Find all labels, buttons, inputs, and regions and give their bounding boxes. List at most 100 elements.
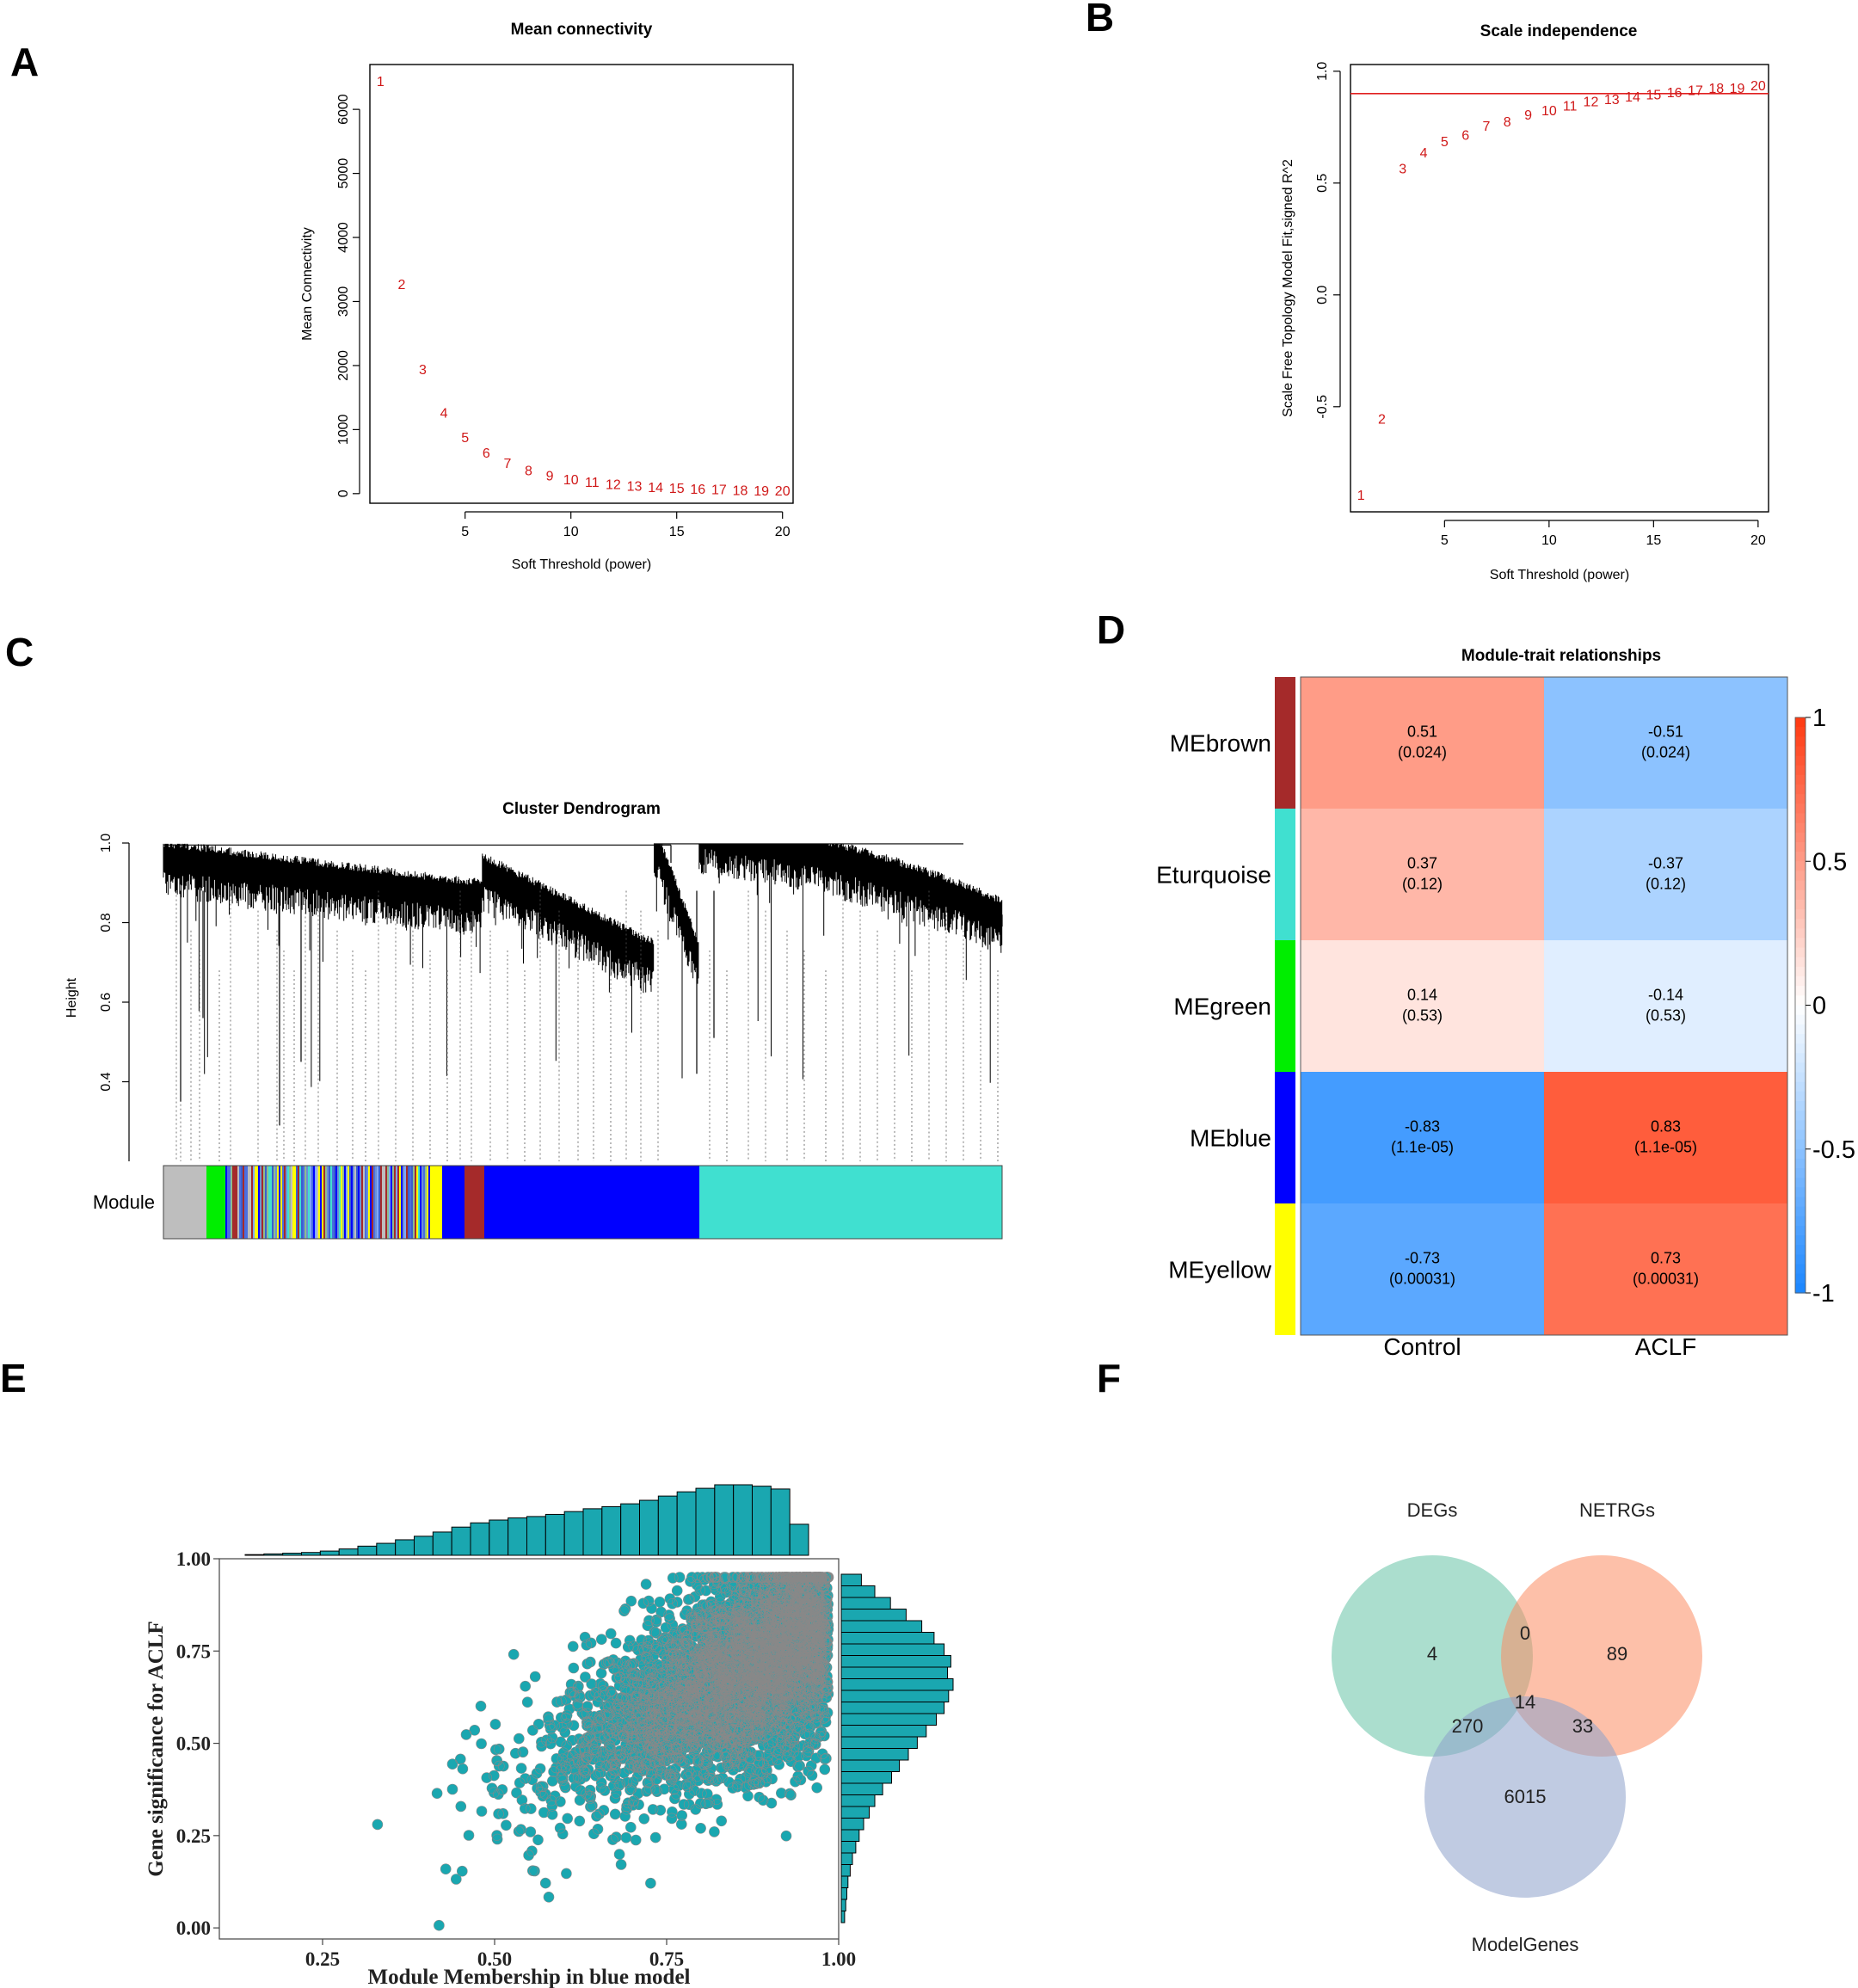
histogram-bar — [840, 1736, 918, 1749]
module-stripe — [227, 1166, 229, 1239]
module-stripe — [420, 1166, 421, 1239]
heatmap-cell — [1544, 809, 1787, 940]
module-stripe — [427, 1166, 428, 1239]
heatmap-row-label: MEblue — [1190, 1125, 1271, 1152]
module-stripe — [308, 1166, 310, 1239]
panel-a-x-axis: 5 10 15 20 — [461, 511, 791, 539]
module-stripe — [335, 1166, 337, 1239]
data-point-label: 5 — [1441, 135, 1449, 150]
legend-tick-label: -1 — [1812, 1280, 1835, 1308]
legend-gradient-step — [1795, 919, 1806, 929]
data-point-label: 3 — [1399, 162, 1406, 176]
module-stripe — [272, 1166, 274, 1239]
histogram-bar — [338, 1548, 359, 1556]
x-tick-label: 5 — [461, 525, 469, 539]
panel-b: B Scale independence -0.50.00.51.0 5 10 15… — [1086, 0, 1769, 582]
histogram-bar — [840, 1678, 954, 1691]
module-stripe — [289, 1166, 291, 1239]
histogram-bar — [840, 1818, 864, 1831]
module-stripe — [406, 1166, 408, 1239]
heatmap-cell-value: 0.37 — [1407, 855, 1437, 872]
module-color-swatch — [1275, 1072, 1295, 1203]
histogram-bar — [789, 1523, 809, 1556]
heatmap-cell — [1301, 809, 1544, 940]
data-point-label: 14 — [1625, 90, 1640, 105]
heatmap-frame — [1300, 676, 1788, 1336]
heatmap-cells: 0.51 (0.024) -0.51 (0.024) 0.37 (0.12) -0.37 (0… — [1300, 676, 1788, 1336]
heatmap-cell — [1301, 1072, 1544, 1203]
legend-gradient-step — [1795, 1101, 1806, 1111]
module-stripe — [341, 1166, 342, 1239]
histogram-bar — [840, 1899, 846, 1911]
legend-gradient-step — [1795, 852, 1806, 862]
legend-gradient-step — [1795, 1235, 1806, 1246]
histogram-bar — [840, 1666, 948, 1679]
module-stripe — [322, 1166, 323, 1239]
data-point-label: 11 — [1563, 100, 1578, 114]
legend-gradient-step — [1795, 1111, 1806, 1121]
module-stripe — [365, 1166, 366, 1239]
module-stripe — [356, 1166, 358, 1239]
histogram-bar — [840, 1864, 851, 1877]
module-stripe — [253, 1166, 255, 1239]
panel-label-f: F — [1097, 1356, 1121, 1400]
histogram-bar — [840, 1841, 857, 1854]
panel-b-y-label: Scale Free Topology Model Fit,signed R^2 — [1281, 159, 1295, 417]
module-stripe — [408, 1166, 409, 1239]
module-stripe — [375, 1166, 377, 1239]
y-tick-label: 0.6 — [99, 993, 114, 1012]
module-stripe — [421, 1166, 423, 1239]
panel-e-x-label: Module Membership in blue model — [367, 1966, 690, 1988]
data-point-label: 16 — [1667, 86, 1683, 101]
module-stripe — [373, 1166, 375, 1239]
heatmap-cell-pvalue: (0.12) — [1402, 876, 1443, 893]
module-stripe — [274, 1166, 275, 1239]
module-stripe — [299, 1166, 301, 1239]
module-stripe — [280, 1166, 282, 1239]
module-stripe — [370, 1166, 372, 1239]
legend-gradient-step — [1795, 785, 1806, 795]
histogram-bar — [733, 1484, 754, 1556]
legend-gradient-step — [1795, 880, 1806, 891]
legend-gradient-step — [1795, 1053, 1806, 1063]
module-stripe — [232, 1166, 234, 1239]
heatmap-cell — [1544, 1203, 1787, 1335]
histogram-bar — [282, 1553, 302, 1556]
panel-c-title: Cluster Dendrogram — [502, 800, 661, 818]
legend-gradient-step — [1795, 861, 1806, 871]
histogram-bar — [357, 1545, 378, 1556]
histogram-bar — [508, 1517, 528, 1556]
x-tick-label: 20 — [1750, 533, 1766, 548]
module-stripe — [391, 1166, 392, 1239]
venn-count-degs-modelgenes: 270 — [1452, 1715, 1484, 1737]
histogram-bar — [840, 1782, 883, 1795]
module-stripe — [385, 1166, 387, 1239]
legend-gradient-step — [1795, 803, 1806, 815]
histogram-bar — [414, 1536, 434, 1556]
venn-circle-modelgenes — [1424, 1696, 1626, 1898]
module-stripe — [239, 1166, 241, 1239]
module-stripe — [282, 1166, 284, 1239]
module-stripe — [327, 1166, 329, 1239]
legend-gradient-step — [1795, 966, 1806, 977]
y-tick-label: 0 — [336, 489, 351, 497]
heatmap-cell-value: 0.83 — [1651, 1118, 1681, 1136]
histogram-bar — [601, 1505, 622, 1556]
data-point-label: 15 — [669, 482, 685, 496]
panel-e-y-axis: 0.00 0.25 0.50 0.75 1.00 — [176, 1548, 219, 1939]
panel-c: C Cluster Dendrogram 0.4 0.6 0.8 1.0 Height… — [5, 630, 1003, 1240]
module-segment-blue — [442, 1166, 464, 1239]
y-tick-label: 5000 — [336, 158, 351, 189]
module-stripe — [246, 1166, 248, 1239]
data-point-label: 4 — [1420, 146, 1428, 161]
module-stripe — [377, 1166, 378, 1239]
x-tick-label: 20 — [775, 525, 791, 539]
module-segment-brown — [464, 1166, 484, 1239]
data-point-label: 2 — [397, 278, 405, 292]
module-stripe — [260, 1166, 261, 1239]
venn-label-degs: DEGs — [1407, 1499, 1458, 1521]
y-tick-label: 6000 — [336, 94, 351, 125]
data-point-label: 20 — [1750, 79, 1766, 94]
module-stripe — [317, 1166, 318, 1239]
module-stripe — [261, 1166, 263, 1239]
